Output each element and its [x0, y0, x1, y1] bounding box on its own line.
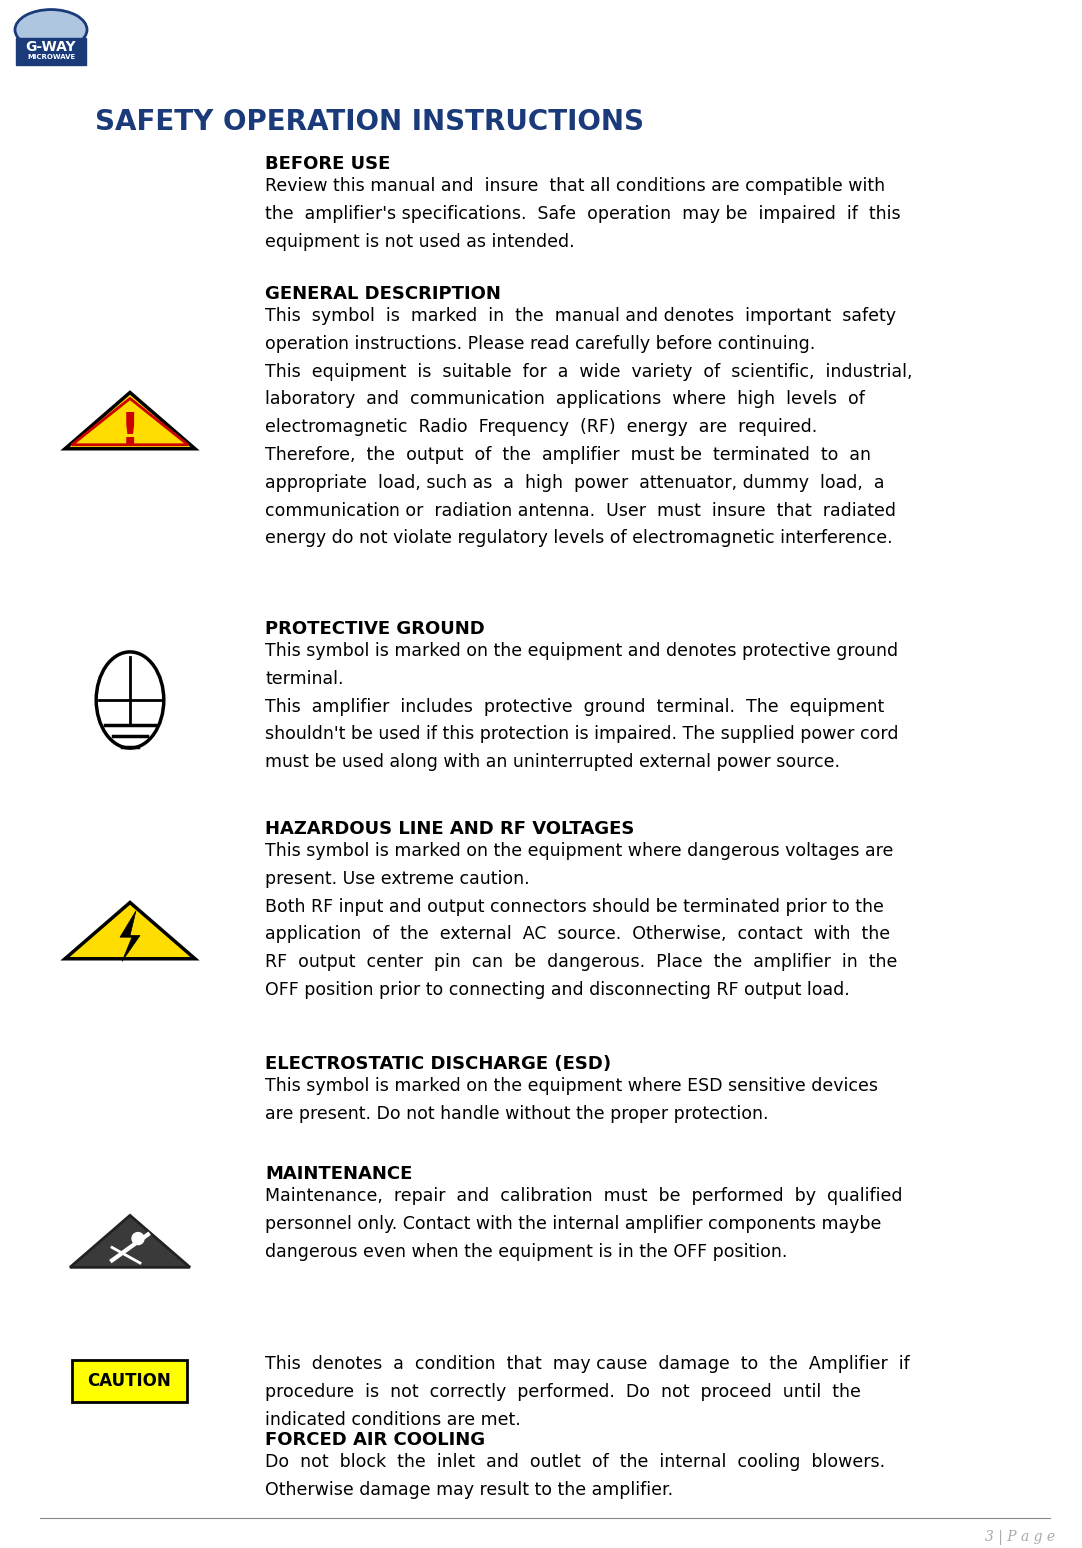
Text: HAZARDOUS LINE AND RF VOLTAGES: HAZARDOUS LINE AND RF VOLTAGES [265, 820, 634, 837]
Text: GENERAL DESCRIPTION: GENERAL DESCRIPTION [265, 285, 501, 303]
Text: This symbol is marked on the equipment where ESD sensitive devices
are present. : This symbol is marked on the equipment w… [265, 1077, 878, 1122]
FancyBboxPatch shape [16, 37, 85, 65]
Text: MAINTENANCE: MAINTENANCE [265, 1166, 412, 1183]
Circle shape [132, 1232, 144, 1245]
Polygon shape [120, 910, 140, 961]
Text: This symbol is marked on the equipment and denotes protective ground
terminal.
T: This symbol is marked on the equipment a… [265, 642, 898, 771]
Text: Maintenance,  repair  and  calibration  must  be  performed  by  qualified
perso: Maintenance, repair and calibration must… [265, 1187, 902, 1260]
Text: This  symbol  is  marked  in  the  manual and denotes  important  safety
operati: This symbol is marked in the manual and … [265, 307, 912, 548]
Polygon shape [65, 902, 195, 958]
Polygon shape [70, 1215, 190, 1268]
Text: ELECTROSTATIC DISCHARGE (ESD): ELECTROSTATIC DISCHARGE (ESD) [265, 1056, 611, 1073]
Text: CAUTION: CAUTION [88, 1372, 171, 1390]
Text: !: ! [120, 412, 141, 454]
Text: This  denotes  a  condition  that  may cause  damage  to  the  Amplifier  if
pro: This denotes a condition that may cause … [265, 1354, 910, 1429]
Ellipse shape [96, 652, 163, 748]
FancyBboxPatch shape [72, 1361, 187, 1402]
Text: PROTECTIVE GROUND: PROTECTIVE GROUND [265, 621, 485, 638]
Text: SAFETY OPERATION INSTRUCTIONS: SAFETY OPERATION INSTRUCTIONS [95, 108, 644, 136]
Text: BEFORE USE: BEFORE USE [265, 155, 391, 173]
Ellipse shape [15, 9, 87, 50]
Text: 3 | P a g e: 3 | P a g e [985, 1529, 1055, 1545]
Text: MICROWAVE: MICROWAVE [27, 54, 75, 60]
Text: G-WAY: G-WAY [26, 40, 77, 54]
Polygon shape [65, 393, 195, 449]
Text: This symbol is marked on the equipment where dangerous voltages are
present. Use: This symbol is marked on the equipment w… [265, 842, 897, 998]
Text: FORCED AIR COOLING: FORCED AIR COOLING [265, 1430, 485, 1449]
Text: Do  not  block  the  inlet  and  outlet  of  the  internal  cooling  blowers.
Ot: Do not block the inlet and outlet of the… [265, 1454, 885, 1498]
Text: Review this manual and  insure  that all conditions are compatible with
the  amp: Review this manual and insure that all c… [265, 176, 900, 251]
